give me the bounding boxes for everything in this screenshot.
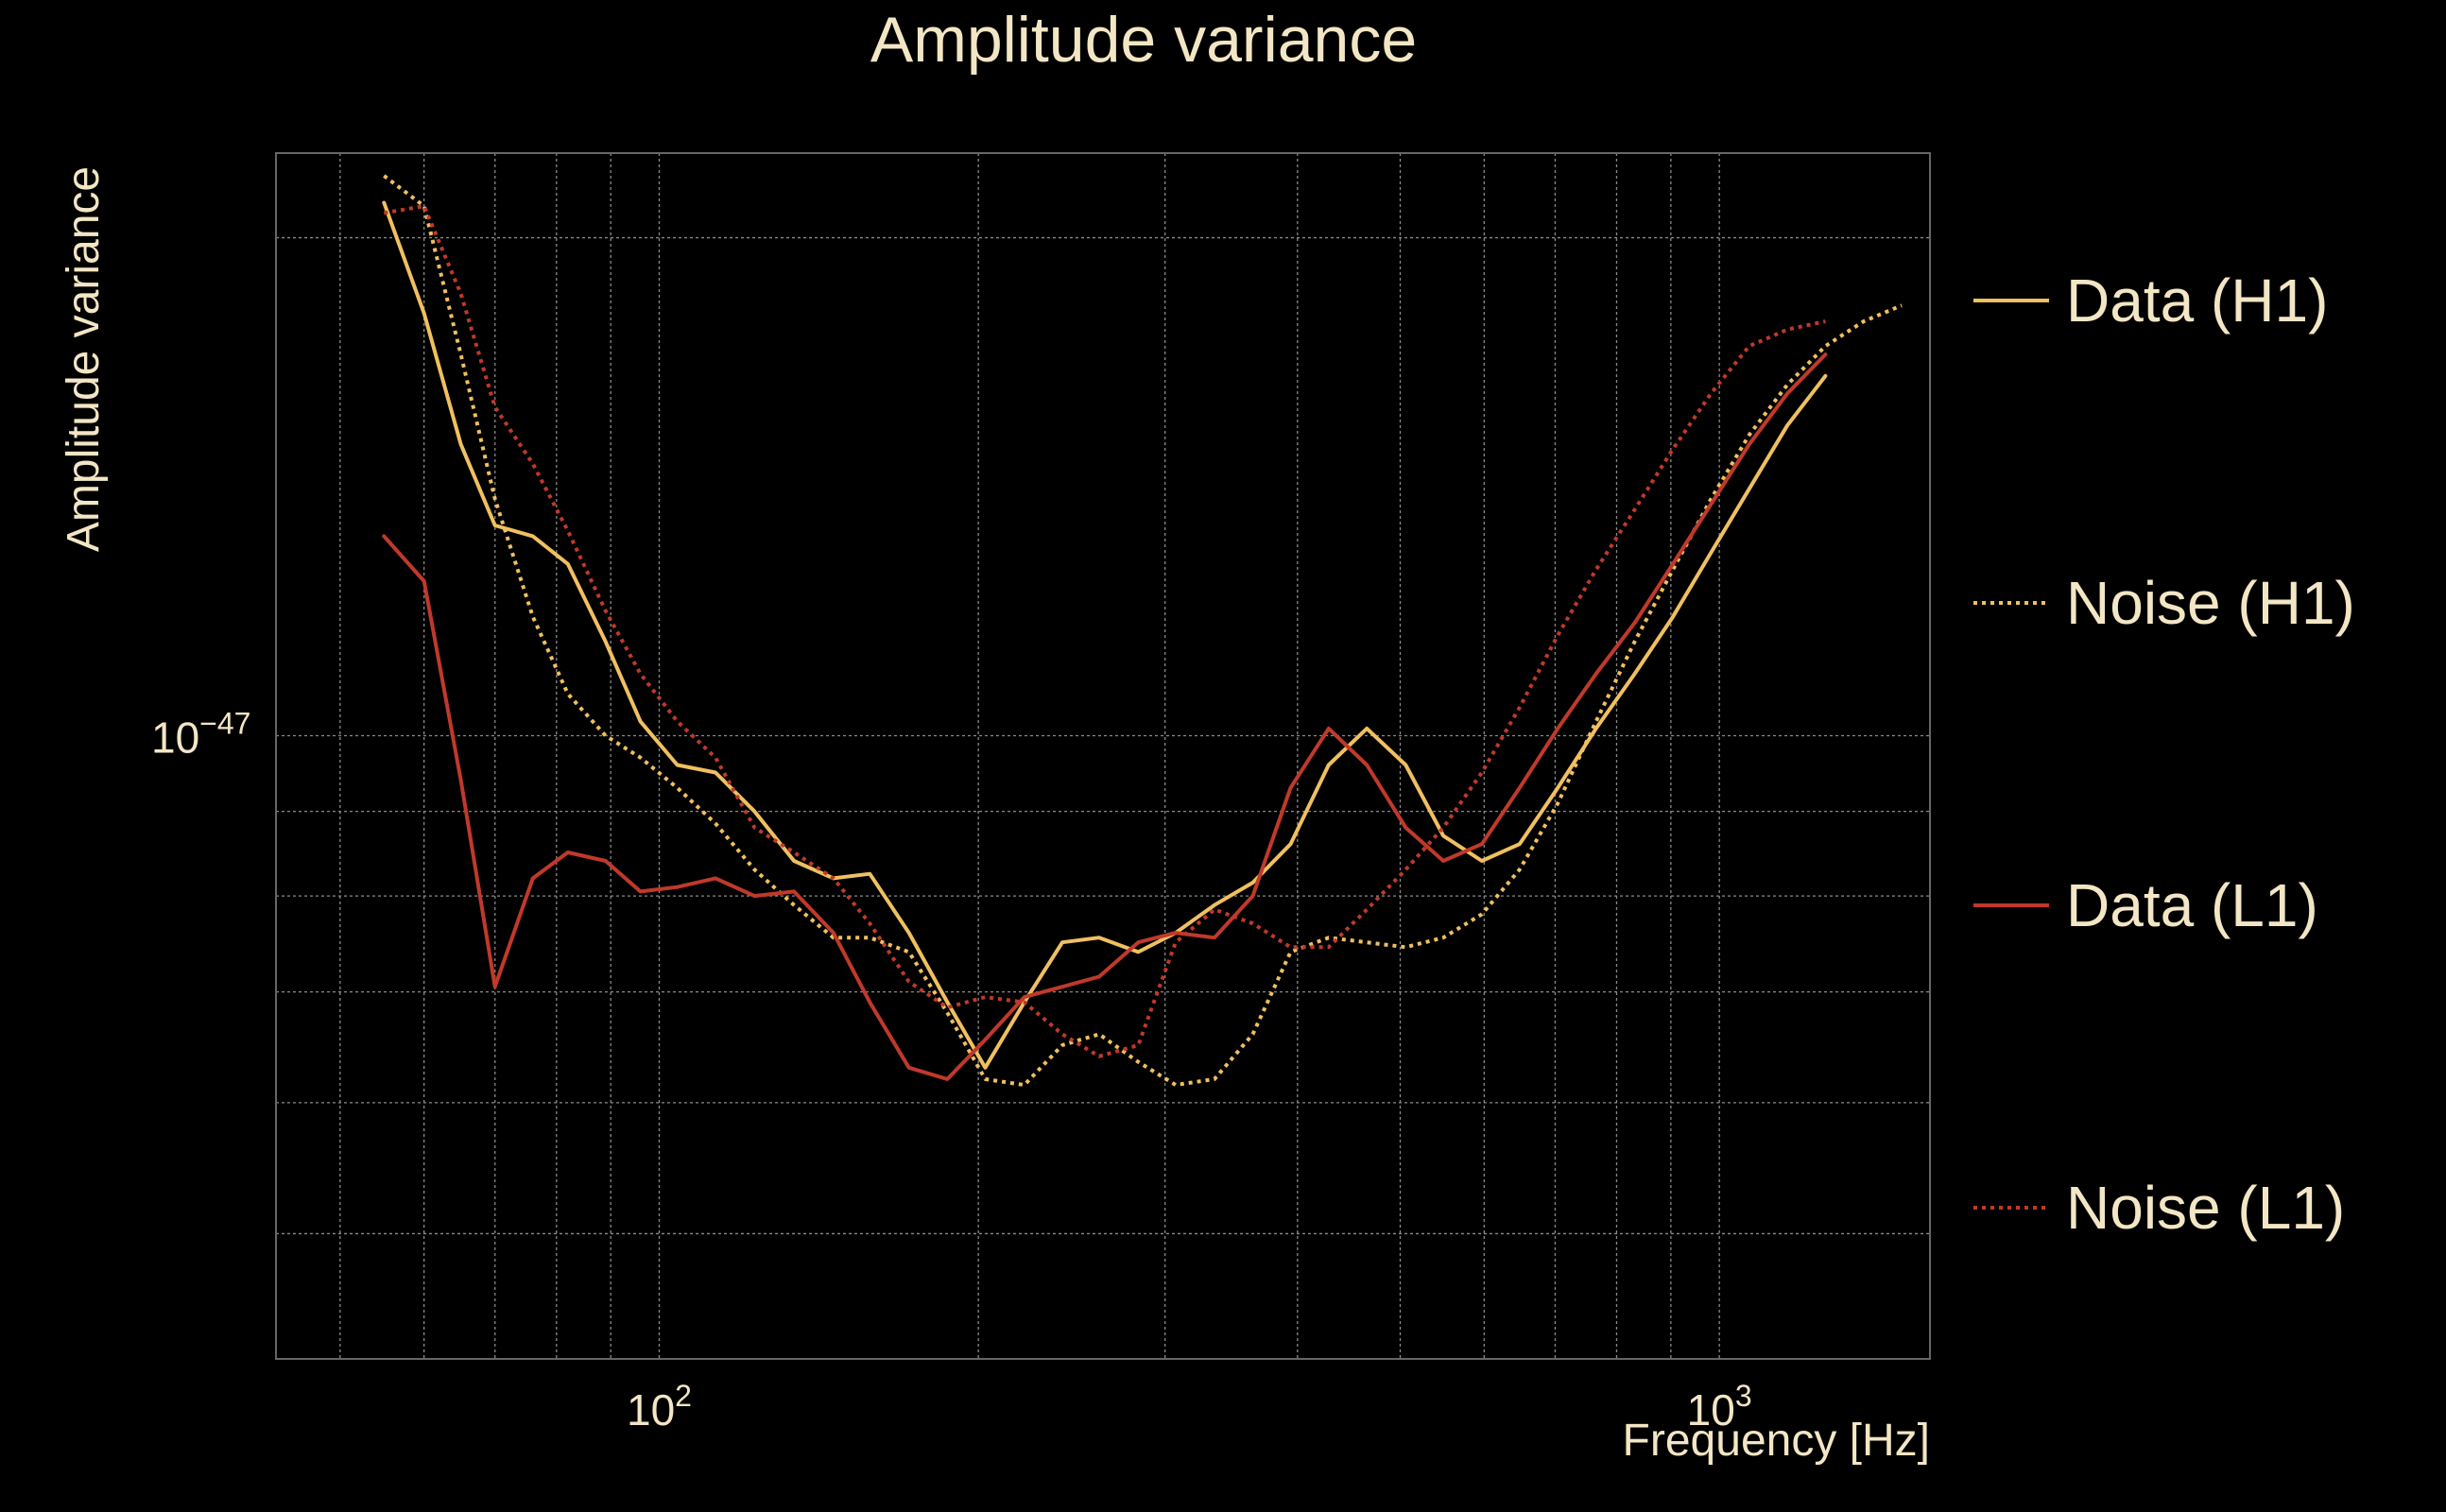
chart-title: Amplitude variance — [870, 4, 1417, 76]
y-tick-label: 10−47 — [151, 706, 250, 762]
legend-label: Data (H1) — [2066, 266, 2328, 335]
y-axis-ticks: 10−47 — [151, 706, 250, 762]
series-line-4 — [383, 204, 1826, 1058]
series-line-2 — [383, 174, 1903, 1088]
x-axis-ticks: 102 103 — [627, 1379, 1752, 1435]
series-line-1 — [382, 200, 1828, 1070]
x-axis-label: Frequency [Hz] — [1623, 1416, 1930, 1466]
series-line-3 — [382, 352, 1828, 1081]
legend-label: Noise (L1) — [2066, 1174, 2345, 1242]
x-tick-label: 102 — [627, 1379, 692, 1435]
grid-lines — [276, 153, 1930, 1359]
x-tick-label: 103 — [1687, 1379, 1752, 1435]
legend: Data (H1) Noise (H1) Data (L1) Noise (L1) — [1973, 266, 2355, 1242]
plot-frame — [275, 152, 1931, 1360]
legend-label: Noise (H1) — [2066, 569, 2355, 637]
legend-label: Data (L1) — [2066, 871, 2318, 939]
plot-area: 102 103 10−47 — [151, 152, 1931, 1435]
y-axis-label: Amplitude variance — [59, 166, 109, 552]
series-lines — [382, 174, 1903, 1088]
